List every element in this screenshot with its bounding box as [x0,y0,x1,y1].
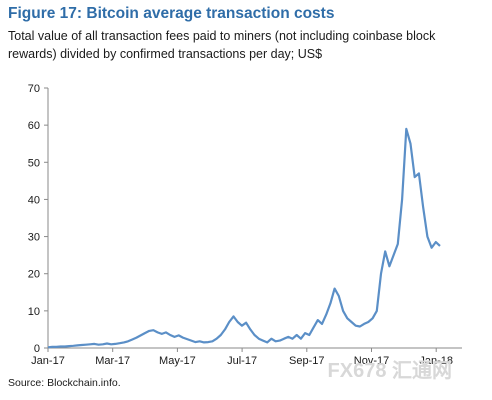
y-tick-label: 20 [28,269,40,281]
x-axis-ticks: Jan-17 Mar-17 May-17 Jul-17 Sep-17 Nov-17 Jan-… [31,348,453,367]
series-line [47,127,441,349]
y-tick-label: 0 [34,343,40,355]
x-tick-label: Jan-18 [419,355,453,367]
y-axis-ticks: 0 10 20 30 40 50 60 70 [28,83,48,355]
y-tick-label: 70 [28,83,40,95]
x-tick-label: May-17 [159,355,196,367]
chart-subtitle: Total value of all transaction fees paid… [8,29,436,61]
source-note: Source: Blockchain.info. [8,377,121,389]
y-tick-label: 10 [28,306,40,318]
x-tick-label: Sep-17 [289,355,324,367]
watermark-logo: FX678 汇通网 [327,360,452,382]
y-tick-label: 60 [28,120,40,132]
x-tick-label: Jan-17 [31,355,65,367]
x-tick-label: Nov-17 [354,355,389,367]
y-tick-label: 30 [28,232,40,244]
series-group [47,127,441,349]
y-tick-label: 40 [28,194,40,206]
chart-title: Figure 17: Bitcoin average transaction c… [8,5,335,22]
x-tick-label: Mar-17 [95,355,130,367]
y-tick-label: 50 [28,157,40,169]
x-tick-label: Jul-17 [227,355,257,367]
